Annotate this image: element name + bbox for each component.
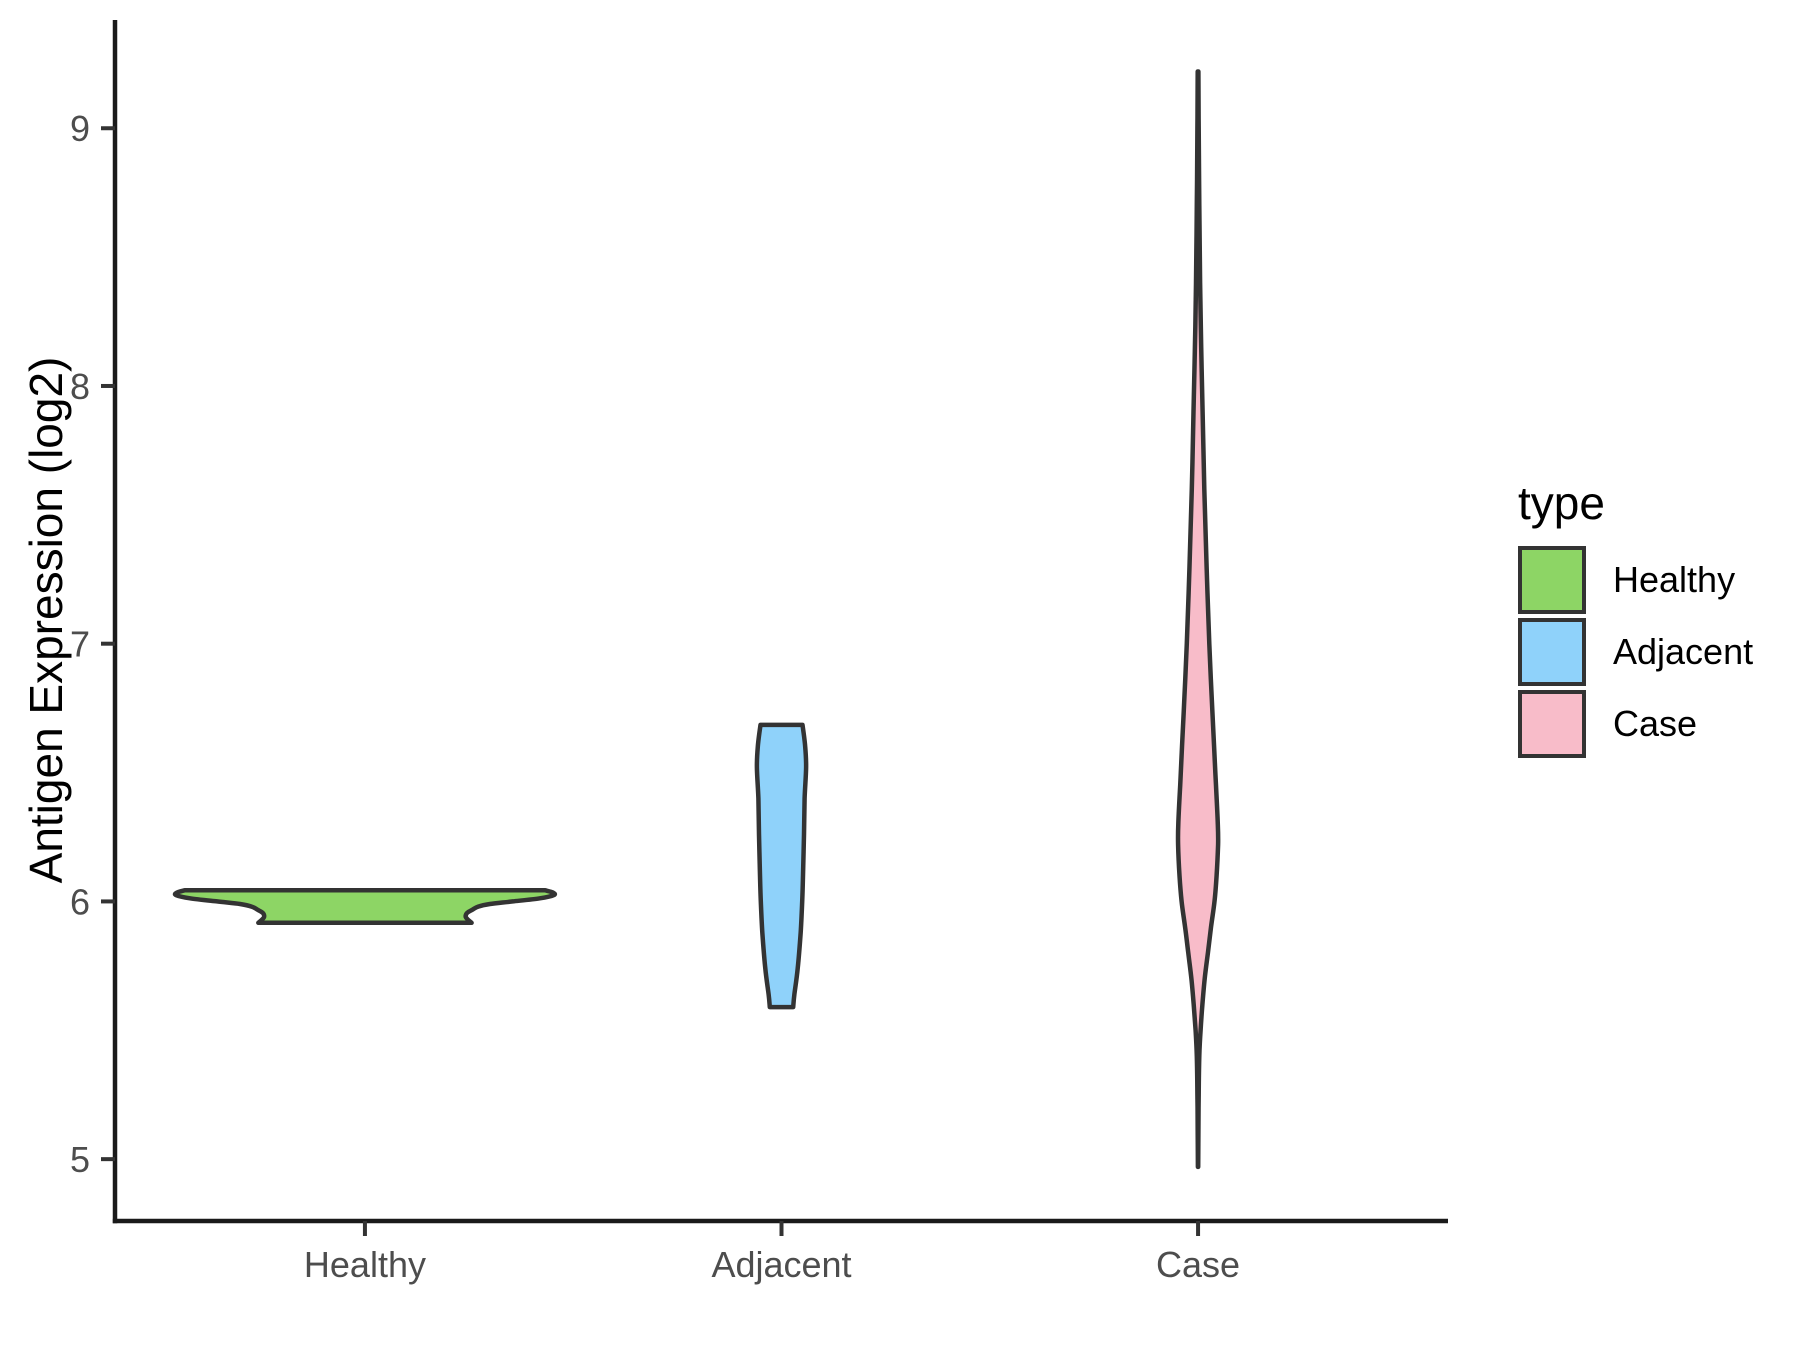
- legend-item-case: Case: [1518, 690, 1753, 758]
- y-tick-label-9: 9: [70, 108, 90, 149]
- x-tick-label-case: Case: [1156, 1244, 1240, 1285]
- x-tick-label-adjacent: Adjacent: [711, 1244, 851, 1285]
- legend-key-healthy-swatch: [1518, 546, 1586, 614]
- violin-adjacent: [754, 722, 809, 1010]
- y-tick-label-8: 8: [70, 366, 90, 407]
- legend-key-adjacent-swatch: [1518, 618, 1586, 686]
- legend: type Healthy Adjacent Case: [1518, 476, 1753, 762]
- y-tick-label-7: 7: [70, 624, 90, 665]
- legend-label-healthy: Healthy: [1613, 559, 1736, 600]
- violin-case: [1175, 69, 1221, 1170]
- y-tick-label-5: 5: [70, 1139, 90, 1180]
- legend-item-healthy: Healthy: [1518, 546, 1753, 614]
- legend-title: type: [1518, 477, 1605, 529]
- legend-item-adjacent: Adjacent: [1518, 618, 1753, 686]
- legend-label-case: Case: [1613, 703, 1698, 744]
- legend-key-case-swatch: [1518, 690, 1586, 758]
- violin-healthy: [172, 888, 558, 926]
- x-tick-label-healthy: Healthy: [304, 1244, 426, 1285]
- y-axis-title: Antigen Expression (log2): [20, 356, 72, 884]
- y-tick-label-6: 6: [70, 881, 90, 922]
- legend-label-adjacent: Adjacent: [1613, 631, 1754, 672]
